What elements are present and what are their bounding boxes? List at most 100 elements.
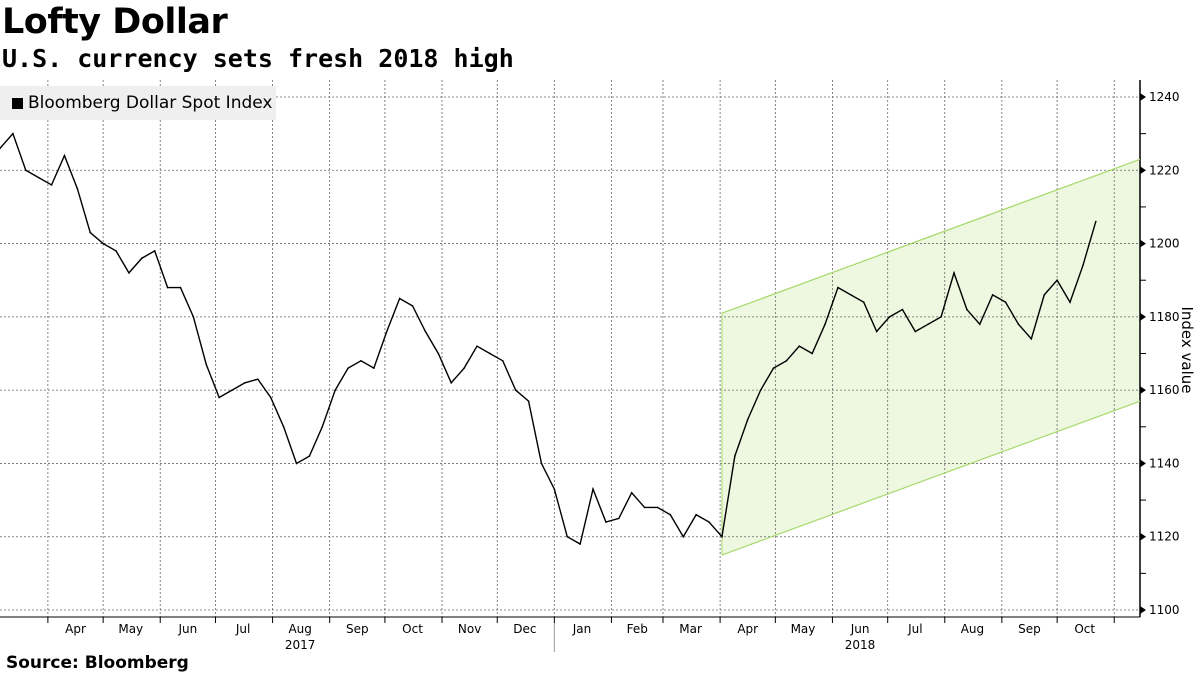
- data-point: [179, 286, 182, 289]
- channel-upper-line: [721, 158, 1141, 314]
- data-point: [553, 488, 556, 490]
- data-point: [592, 488, 594, 490]
- data-point: [811, 352, 813, 355]
- data-point: [875, 330, 878, 333]
- data-point: [115, 250, 117, 252]
- data-point: [334, 389, 336, 391]
- data-point: [772, 367, 775, 369]
- data-point: [218, 396, 220, 399]
- x-tick-label: Sep: [1018, 622, 1041, 636]
- legend-swatch: [12, 97, 23, 109]
- data-point: [476, 345, 478, 347]
- data-point: [1069, 301, 1071, 304]
- data-point: [759, 389, 762, 391]
- data-point: [888, 316, 891, 318]
- y-tick-label: 1120: [1149, 530, 1180, 544]
- x-tick-label: May: [118, 622, 143, 636]
- x-tick-label: Oct: [402, 622, 423, 636]
- data-point: [463, 367, 465, 369]
- x-tick-label: Jul: [907, 622, 922, 636]
- y-tick-mark: [1140, 312, 1146, 321]
- data-point: [192, 316, 195, 318]
- data-point: [1082, 264, 1084, 267]
- data-point: [901, 308, 904, 311]
- data-point: [411, 305, 414, 307]
- x-tick-label: Aug: [961, 622, 984, 636]
- data-point: [450, 382, 453, 384]
- data-point: [489, 352, 491, 355]
- x-tick-label: Jan: [572, 622, 592, 636]
- y-tick-mark: [1140, 532, 1146, 541]
- data-point: [540, 462, 543, 465]
- data-point: [695, 513, 697, 516]
- data-point: [424, 330, 427, 333]
- legend: Bloomberg Dollar Spot Index: [0, 86, 276, 120]
- y-axis-label: Index value: [1178, 306, 1196, 393]
- data-point: [269, 396, 272, 399]
- x-tick-label: Dec: [513, 622, 536, 636]
- data-point: [862, 301, 865, 304]
- y-tick-label: 1240: [1149, 90, 1180, 104]
- source-note: Source: Bloomberg: [6, 653, 189, 673]
- data-point: [257, 378, 259, 380]
- chart-subtitle: U.S. currency sets fresh 2018 high: [2, 44, 514, 73]
- data-point: [89, 231, 92, 234]
- data-point: [166, 286, 169, 289]
- data-point: [501, 360, 504, 362]
- data-point: [527, 400, 530, 402]
- data-point: [721, 535, 723, 538]
- data-point: [321, 425, 324, 428]
- data-point: [50, 184, 53, 186]
- data-point: [244, 382, 246, 384]
- data-point: [605, 521, 607, 523]
- x-tick-label: Apr: [65, 622, 86, 636]
- data-point: [669, 513, 672, 516]
- chart-title: Lofty Dollar: [2, 2, 228, 42]
- data-point: [360, 360, 362, 362]
- data-point: [37, 176, 40, 179]
- data-point: [373, 367, 375, 369]
- y-tick-mark: [1140, 606, 1146, 614]
- x-tick-label: Apr: [737, 622, 758, 636]
- data-point: [837, 286, 839, 289]
- x-tick-label: Jun: [850, 622, 870, 636]
- data-point: [618, 517, 620, 520]
- data-point: [141, 257, 143, 260]
- data-point: [824, 323, 826, 325]
- data-point: [798, 345, 801, 347]
- y-tick-label: 1220: [1149, 163, 1180, 177]
- data-point: [1056, 279, 1058, 282]
- x-tick-label: Jun: [177, 622, 197, 636]
- data-point: [282, 425, 285, 428]
- data-point: [966, 308, 968, 311]
- data-point: [398, 297, 401, 300]
- data-point: [76, 187, 79, 190]
- data-point: [643, 506, 646, 509]
- data-point: [1004, 301, 1007, 304]
- x-year-label: 2018: [845, 638, 876, 652]
- data-point: [12, 132, 14, 135]
- data-point: [708, 521, 710, 523]
- data-point: [579, 543, 581, 545]
- y-tick-label: 1180: [1149, 310, 1180, 324]
- data-point: [991, 294, 994, 296]
- x-tick-label: May: [791, 622, 816, 636]
- data-point: [128, 272, 130, 274]
- data-point: [1043, 294, 1046, 296]
- series-line: [0, 132, 1097, 546]
- y-tick-mark: [1140, 166, 1146, 175]
- data-point: [566, 535, 569, 538]
- data-point: [927, 323, 930, 325]
- data-point: [940, 316, 942, 318]
- data-point: [978, 323, 981, 325]
- y-tick-mark: [1140, 386, 1146, 395]
- data-point: [514, 389, 517, 391]
- data-point: [24, 169, 27, 172]
- data-point: [0, 147, 1, 150]
- data-point: [437, 352, 440, 355]
- y-tick-label: 1200: [1149, 237, 1180, 251]
- x-tick-label: Feb: [627, 622, 648, 636]
- x-tick-label: Mar: [679, 622, 702, 636]
- data-point: [1094, 220, 1097, 223]
- data-point: [953, 272, 955, 274]
